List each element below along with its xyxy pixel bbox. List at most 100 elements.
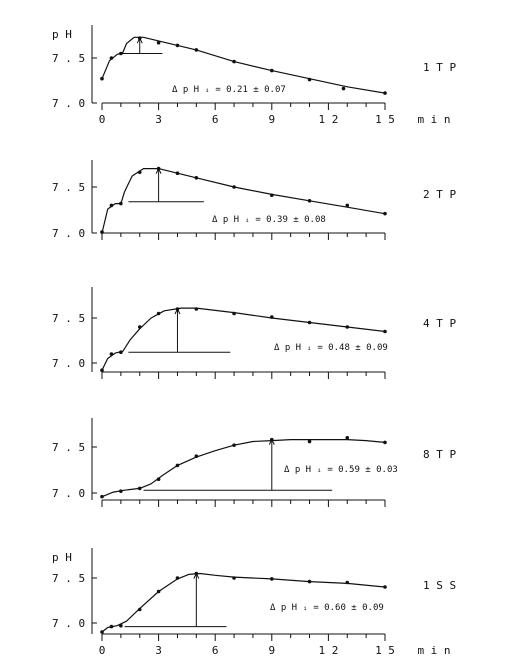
data-point [100,230,104,234]
data-point [270,193,274,198]
data-point [194,48,199,52]
x-tick-label: 1 5 [375,113,395,126]
data-point [345,580,350,585]
y-tick-label: 7 . 5 [52,52,85,65]
data-point [137,325,142,329]
y-tick-label: 7 . 0 [52,227,85,240]
data-point [270,577,274,581]
delta-arrow-head [136,37,143,44]
data-point [109,352,114,356]
data-point [383,329,387,334]
data-point [345,203,350,208]
data-point [307,439,312,444]
y-tick-label: 7 . 0 [52,97,85,110]
delta-arrow-head [268,438,275,445]
delta-ph-annotation: Δ p H ᵢ = 0.59 ± 0.03 [284,465,398,475]
data-point [383,211,387,216]
panel-4: 7 . 0 7 . 5 Δ p H ᵢ = 0.59 ± 0.03 8 T P [52,418,456,507]
data-point [383,440,387,445]
panel-label: 1 T P [423,61,456,74]
data-point [232,443,236,447]
data-point [137,607,142,612]
panel-label: 4 T P [423,317,456,330]
x-tick-label: 9 [268,644,275,657]
panel-5: 7 . 0 7 . 5 p H 0 3 6 9 1 2 1 5 m i n Δ p H ᵢ = 0.… [52,548,456,657]
delta-ph-annotation: Δ p H ᵢ = 0.48 ± 0.09 [274,343,388,353]
panel-label: 8 T P [423,448,456,461]
data-point [270,315,274,319]
x-tick-label: 1 2 [318,644,338,657]
data-point [156,40,161,45]
data-point [232,59,236,64]
x-tick-label: 0 [99,113,106,126]
data-point [307,199,312,203]
data-point [119,350,123,355]
y-tick-label: 7 . 5 [52,312,85,325]
panel-label: 1 S S [423,579,456,592]
x-tick-label: 6 [212,644,219,657]
data-point [307,77,312,82]
ph-curve [101,168,386,234]
data-point [341,86,346,91]
data-point [119,201,123,206]
data-point [137,486,142,491]
data-point [100,76,104,81]
data-point [194,176,199,180]
panel-1: 7 . 0 7 . 5 p H 0 3 6 9 1 2 1 5 m i n Δ p H ᵢ = 0.… [52,25,456,126]
delta-arrow-head [193,572,200,579]
x-tick-label: 9 [268,113,275,126]
data-point [270,68,274,73]
y-axis-label: p H [52,28,72,41]
data-point [109,624,114,629]
x-tick-label: 3 [155,644,162,657]
data-point [156,589,161,594]
ph-curve [101,439,386,498]
ph-curve [101,307,386,371]
data-point [175,43,180,48]
delta-ph-annotation: Δ p H ᵢ = 0.21 ± 0.07 [172,85,286,95]
data-point [156,477,161,482]
y-tick-label: 7 . 0 [52,357,85,370]
delta-ph-annotation: Δ p H ᵢ = 0.60 ± 0.09 [270,603,384,613]
x-tick-label: 3 [155,113,162,126]
data-point [119,489,123,493]
panel-3: 7 . 0 7 . 5 Δ p H ᵢ = 0.48 ± 0.09 4 T P [52,287,456,379]
delta-arrow-head [155,167,162,174]
data-point [137,170,142,175]
data-point [194,307,199,311]
ph-curve [101,36,386,94]
data-point [175,463,180,468]
y-tick-label: 7 . 0 [52,617,85,630]
y-tick-label: 7 . 0 [52,487,85,500]
data-point [109,56,114,60]
data-point [232,576,236,580]
data-point [194,454,199,459]
data-point [232,311,236,316]
delta-arrow-head [174,307,181,315]
x-tick-label: 0 [99,644,106,657]
x-unit-label: m i n [417,644,450,657]
y-axis-label: p H [52,551,72,564]
x-tick-label: 1 2 [318,113,338,126]
y-tick-label: 7 . 5 [52,181,85,194]
data-point [307,579,312,584]
data-point [345,325,350,329]
x-tick-label: 6 [212,113,219,126]
panel-2: 7 . 0 7 . 5 Δ p H ᵢ = 0.39 ± 0.08 2 T P [52,160,456,240]
data-point [156,311,161,316]
data-point [100,630,104,634]
y-tick-label: 7 . 5 [52,572,85,585]
x-tick-label: 1 5 [375,644,395,657]
data-point [100,494,104,499]
data-point [232,185,236,189]
data-point [307,320,312,325]
delta-ph-annotation: Δ p H ᵢ = 0.39 ± 0.08 [212,215,326,225]
data-point [383,585,387,589]
data-point [383,91,387,95]
data-point [100,368,104,373]
data-point [175,171,180,175]
data-point [109,203,114,208]
data-point [175,576,180,580]
data-point [345,436,350,440]
